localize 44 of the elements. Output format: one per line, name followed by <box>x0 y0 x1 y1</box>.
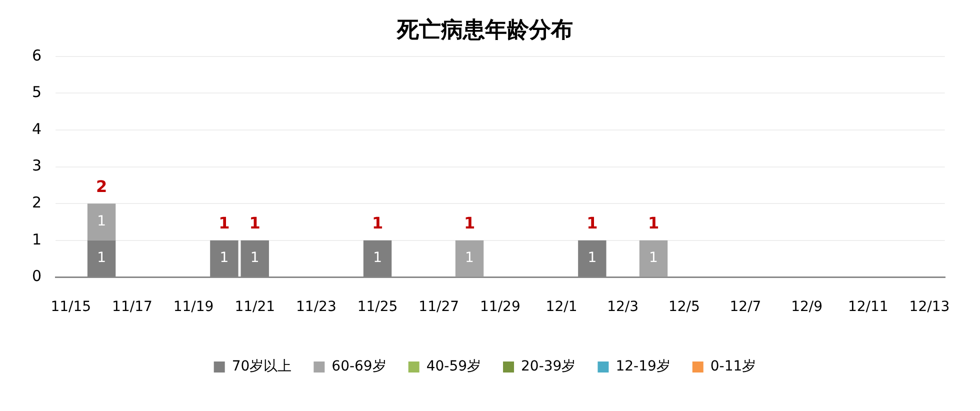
total-label: 1 <box>464 214 476 233</box>
total-label: 1 <box>218 214 230 233</box>
x-tick-label: 11/29 <box>480 299 520 316</box>
x-tick-label: 12/7 <box>730 299 762 316</box>
y-tick-label: 4 <box>32 120 42 138</box>
x-tick-label: 12/9 <box>791 299 823 316</box>
legend-label: 60-69岁 <box>332 358 386 375</box>
data-label: 1 <box>97 250 106 266</box>
data-label: 1 <box>649 250 658 266</box>
total-label: 1 <box>249 214 260 233</box>
total-label: 2 <box>96 176 108 196</box>
x-tick-label: 12/3 <box>607 299 639 316</box>
legend-label: 20-39岁 <box>521 358 576 375</box>
chart-title: 死亡病患年龄分布 <box>396 16 573 43</box>
x-tick-label: 11/15 <box>50 299 92 316</box>
legend-label: 0-11岁 <box>710 358 756 375</box>
x-tick-label: 12/1 <box>546 299 578 316</box>
x-tick-label: 12/13 <box>909 299 950 316</box>
total-label: 1 <box>586 214 598 233</box>
x-tick-label: 11/19 <box>173 299 214 316</box>
x-tick-label: 11/21 <box>234 299 276 316</box>
data-label: 1 <box>588 250 597 266</box>
data-label: 1 <box>373 250 382 266</box>
data-label: 1 <box>250 250 260 266</box>
y-tick-label: 5 <box>32 83 42 102</box>
legend-label: 12-19岁 <box>616 358 670 375</box>
y-tick-label: 2 <box>32 193 42 212</box>
total-label: 1 <box>648 214 660 233</box>
y-tick-label: 1 <box>32 230 42 248</box>
x-tick-label: 12/5 <box>668 299 700 316</box>
x-tick-label: 11/27 <box>418 299 460 316</box>
y-tick-label: 6 <box>32 46 42 64</box>
data-label: 1 <box>220 250 229 266</box>
y-tick-label: 3 <box>32 156 42 175</box>
x-tick-label: 11/23 <box>296 299 336 316</box>
data-label: 1 <box>465 250 474 266</box>
legend-label: 40-59岁 <box>426 358 482 375</box>
total-label: 1 <box>372 214 384 233</box>
x-tick-label: 11/17 <box>112 299 152 316</box>
y-tick-label: 0 <box>32 267 42 286</box>
x-tick-label: 11/25 <box>357 299 398 316</box>
legend-label: 70岁以上 <box>232 358 292 375</box>
data-label: 1 <box>97 214 106 230</box>
x-tick-label: 12/11 <box>848 299 888 316</box>
